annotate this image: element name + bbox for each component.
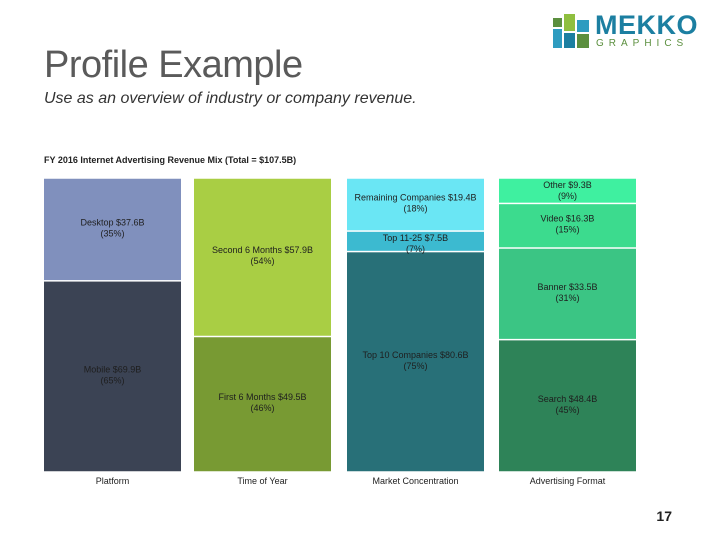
bar-segment-remaining-companies [347, 178, 484, 231]
percent-label-other: (9%) [558, 191, 577, 201]
category-label-market-concentration: Market Concentration [372, 476, 458, 486]
data-label-top-10-companies: Top 10 Companies $80.6B [362, 350, 468, 360]
data-label-banner: Banner $33.5B [537, 282, 597, 292]
mekko-graphics-logo: MEKKO GRAPHICS [553, 10, 703, 50]
slide-title: Profile Example [44, 44, 303, 86]
bar-segment-second-6-months [194, 178, 331, 336]
percent-label-mobile: (65%) [100, 375, 124, 385]
data-label-other: Other $9.3B [543, 180, 592, 190]
logo-mark-icon [553, 14, 589, 48]
percent-label-top-11-25: (7%) [406, 244, 425, 254]
data-label-search: Search $48.4B [538, 394, 598, 404]
percent-label-banner: (31%) [555, 293, 579, 303]
data-label-second-6-months: Second 6 Months $57.9B [212, 245, 313, 255]
category-label-advertising-format: Advertising Format [530, 476, 606, 486]
bar-segment-top-11-25 [347, 231, 484, 251]
percent-label-second-6-months: (54%) [250, 256, 274, 266]
bar-segment-other [499, 178, 636, 203]
chart-title: FY 2016 Internet Advertising Revenue Mix… [44, 155, 297, 165]
bar-segment-banner [499, 248, 636, 339]
data-label-desktop: Desktop $37.6B [80, 217, 144, 227]
bar-segment-mobile [44, 281, 181, 472]
data-label-first-6-months: First 6 Months $49.5B [218, 392, 306, 402]
percent-label-top-10-companies: (75%) [403, 361, 427, 371]
percent-label-video: (15%) [555, 225, 579, 235]
bar-segment-video [499, 204, 636, 248]
bar-segment-first-6-months [194, 337, 331, 472]
bar-segment-desktop [44, 178, 181, 281]
percent-label-search: (45%) [555, 405, 579, 415]
percent-label-desktop: (35%) [100, 228, 124, 238]
bar-segment-search [499, 340, 636, 472]
category-label-time-of-year: Time of Year [237, 476, 287, 486]
data-label-remaining-companies: Remaining Companies $19.4B [354, 193, 476, 203]
category-label-platform: Platform [96, 476, 130, 486]
page-number: 17 [656, 508, 672, 524]
data-label-top-11-25: Top 11-25 $7.5B [383, 233, 448, 243]
logo-subtitle: GRAPHICS [596, 38, 689, 49]
percent-label-remaining-companies: (18%) [403, 204, 427, 214]
data-label-video: Video $16.3B [541, 214, 595, 224]
slide-subtitle: Use as an overview of industry or compan… [44, 90, 417, 107]
percent-label-first-6-months: (46%) [250, 403, 274, 413]
bar-segment-top-10-companies [347, 252, 484, 472]
data-label-mobile: Mobile $69.9B [84, 364, 142, 374]
logo-wordmark: MEKKO [595, 10, 698, 40]
